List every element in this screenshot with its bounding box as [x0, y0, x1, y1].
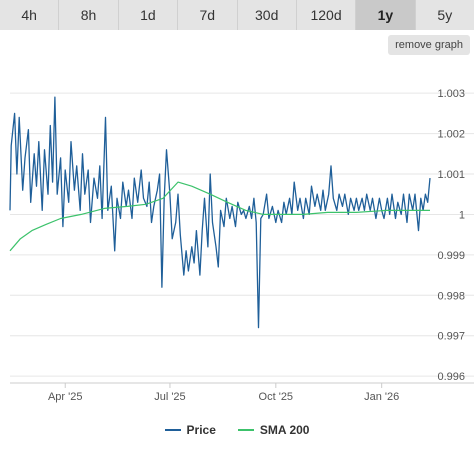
tab-8h[interactable]: 8h [59, 0, 119, 30]
legend-label-price: Price [186, 423, 216, 437]
sma-200-series-line [9, 181, 430, 252]
x-tick-label: Apr '25 [48, 391, 83, 403]
tab-1d[interactable]: 1d [118, 0, 179, 30]
legend-swatch-price [164, 429, 181, 431]
tab-7d[interactable]: 7d [178, 0, 238, 30]
y-tick-label: 0.996 [437, 371, 465, 383]
price-chart: 1.003 1.002 1.001 1 0.999 0.998 0.997 0.996 Apr … [9, 88, 474, 403]
legend-swatch-sma [237, 429, 254, 431]
timeframe-tabs: 4h 8h 1d 7d 30d 120d 1y 5y [0, 0, 474, 30]
tab-1y[interactable]: 1y [356, 0, 416, 30]
legend-label-sma: SMA 200 [259, 423, 310, 437]
remove-graph-button[interactable]: remove graph [388, 35, 470, 55]
tab-5y[interactable]: 5y [415, 0, 474, 30]
tab-30d[interactable]: 30d [237, 0, 297, 30]
x-tick-label: Oct '25 [259, 391, 294, 403]
chart-legend: Price SMA 200 [0, 420, 474, 440]
y-tick-label: 1.001 [437, 169, 465, 181]
y-tick-label: 1.003 [437, 88, 465, 100]
y-tick-label: 1.002 [437, 129, 465, 141]
tab-120d[interactable]: 120d [296, 0, 357, 30]
legend-item-price[interactable]: Price [164, 423, 216, 437]
y-tick-label: 0.997 [437, 331, 465, 343]
price-series-line [9, 96, 431, 329]
tab-4h[interactable]: 4h [0, 0, 60, 30]
y-tick-label: 1 [459, 209, 465, 221]
x-tick-label: Jan '26 [364, 391, 399, 403]
y-tick-label: 0.999 [437, 250, 465, 262]
x-tick-label: Jul '25 [154, 391, 185, 403]
legend-item-sma[interactable]: SMA 200 [237, 423, 310, 437]
y-tick-label: 0.998 [437, 290, 465, 302]
